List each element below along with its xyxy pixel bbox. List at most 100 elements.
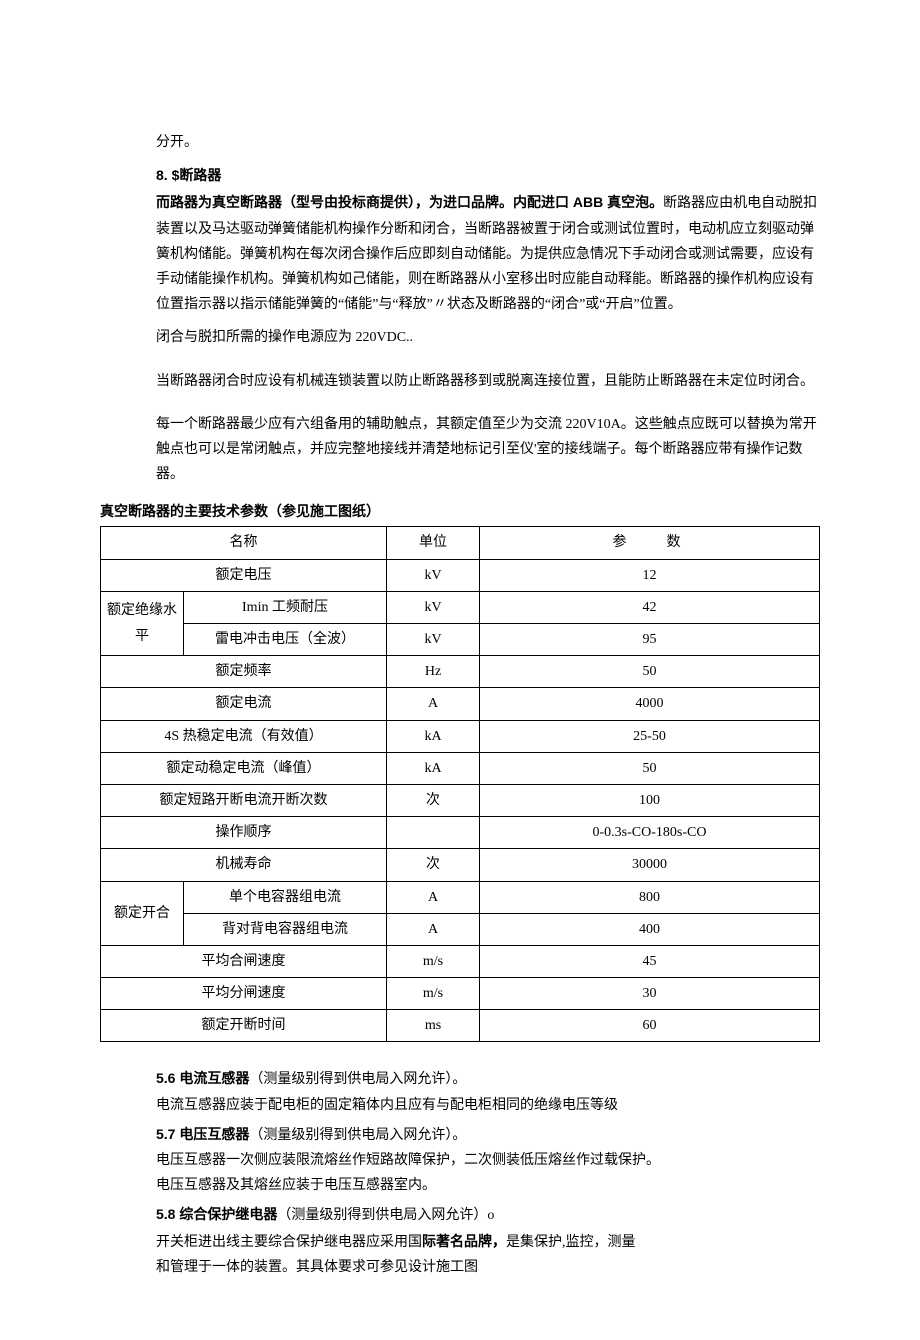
row-value: 12 <box>480 559 820 591</box>
row-unit: A <box>387 913 480 945</box>
s56-title: 5.6 电流互感器 <box>156 1070 249 1086</box>
row-name: 额定电流 <box>101 688 387 720</box>
table-row: 雷电冲击电压（全波）kV95 <box>101 624 820 656</box>
row-unit: kV <box>387 559 480 591</box>
section-5-8: 5.8 综合保护继电器（测量级别得到供电局入网允许）o 开关柜进出线主要综合保护… <box>156 1202 820 1280</box>
section-5-7: 5.7 电压互感器（测量级别得到供电局入网允许）。 电压互感器一次侧应装限流熔丝… <box>156 1122 820 1199</box>
lower-sections: 5.6 电流互感器（测量级别得到供电局入网允许）。 电流互感器应装于配电柜的固定… <box>100 1066 820 1280</box>
row-name: 雷电冲击电压（全波） <box>184 624 387 656</box>
s57-body2: 电压互感器及其熔丝应装于电压互感器室内。 <box>156 1173 820 1198</box>
s58-body1-post: 是集保护,监控，测量 <box>506 1235 636 1250</box>
header-unit: 单位 <box>387 527 480 559</box>
row-value: 60 <box>480 1010 820 1042</box>
section-8-p3: 当断路器闭合时应设有机械连锁装置以防止断路器移到或脱离连接位置，且能防止断路器在… <box>156 369 820 394</box>
row-unit: 次 <box>387 849 480 881</box>
row-value: 100 <box>480 784 820 816</box>
row-value: 0-0.3s-CO-180s-CO <box>480 817 820 849</box>
row-unit: A <box>387 881 480 913</box>
section-8-p1: 而路器为真空断路器（型号由投标商提供），为进口品牌。内配进口 ABB 真空泡。断… <box>156 190 820 317</box>
row-unit: m/s <box>387 978 480 1010</box>
document-page: 分开。 8. $断路器 而路器为真空断路器（型号由投标商提供），为进口品牌。内配… <box>0 0 920 1340</box>
row-name: 机械寿命 <box>101 849 387 881</box>
header-name: 名称 <box>101 527 387 559</box>
row-name: 额定开断时间 <box>101 1010 387 1042</box>
table-row: 额定动稳定电流（峰值）kA50 <box>101 752 820 784</box>
table-row: 额定绝缘水平Imin 工频耐压kV42 <box>101 591 820 623</box>
row-value: 30 <box>480 978 820 1010</box>
s58-body1-pre: 开关柜进出线主要综合保护继电器应采用国 <box>156 1235 422 1250</box>
intro-fragment-block: 分开。 <box>100 130 820 155</box>
row-name: 额定动稳定电流（峰值） <box>101 752 387 784</box>
row-unit: A <box>387 688 480 720</box>
section-8: 8. $断路器 而路器为真空断路器（型号由投标商提供），为进口品牌。内配进口 A… <box>100 163 820 487</box>
section-8-p1-rest: 断路器应由机电自动脱扣装置以及马达驱动弹簧储能机构操作分断和闭合，当断路器被置于… <box>156 196 817 312</box>
row-value: 25-50 <box>480 720 820 752</box>
row-unit: kA <box>387 720 480 752</box>
row-name: 额定短路开断电流开断次数 <box>101 784 387 816</box>
table-row: 额定电压kV12 <box>101 559 820 591</box>
table-row: 机械寿命次30000 <box>101 849 820 881</box>
table-header-row: 名称 单位 参数 <box>101 527 820 559</box>
section-8-p1-lead: 而路器为真空断路器（型号由投标商提供），为进口品牌。内配进口 ABB 真空泡。 <box>156 194 663 210</box>
row-group: 额定绝缘水平 <box>101 591 184 655</box>
row-name: 单个电容器组电流 <box>184 881 387 913</box>
table-row: 额定开合单个电容器组电流A800 <box>101 881 820 913</box>
row-unit: m/s <box>387 945 480 977</box>
row-value: 95 <box>480 624 820 656</box>
row-name: 平均合闸速度 <box>101 945 387 977</box>
row-unit: kV <box>387 591 480 623</box>
table-row: 额定短路开断电流开断次数次100 <box>101 784 820 816</box>
header-value: 参数 <box>480 527 820 559</box>
table-body: 额定电压kV12额定绝缘水平Imin 工频耐压kV42雷电冲击电压（全波）kV9… <box>101 559 820 1042</box>
s56-tail: （测量级别得到供电局入网允许）。 <box>249 1072 466 1087</box>
table-row: 4S 热稳定电流（有效值）kA25-50 <box>101 720 820 752</box>
row-value: 45 <box>480 945 820 977</box>
s58-body1: 开关柜进出线主要综合保护继电器应采用国际著名品牌，是集保护,监控，测量 <box>156 1229 820 1255</box>
row-name: Imin 工频耐压 <box>184 591 387 623</box>
s57-title-bold: 互感器 <box>207 1126 249 1142</box>
row-unit: ms <box>387 1010 480 1042</box>
s57-tail: （测量级别得到供电局入网允许）。 <box>249 1128 466 1143</box>
row-name: 额定频率 <box>101 656 387 688</box>
section-8-p2: 闭合与脱扣所需的操作电源应为 220VDC.. <box>156 325 820 350</box>
row-name: 平均分闸速度 <box>101 978 387 1010</box>
row-value: 42 <box>480 591 820 623</box>
row-name: 4S 热稳定电流（有效值） <box>101 720 387 752</box>
row-name: 背对背电容器组电流 <box>184 913 387 945</box>
row-value: 4000 <box>480 688 820 720</box>
row-group: 额定开合 <box>101 881 184 945</box>
table-block: 真空断路器的主要技术参数（参见施工图纸） 名称 单位 参数 额定电压kV12额定… <box>100 499 820 1042</box>
section-5-6: 5.6 电流互感器（测量级别得到供电局入网允许）。 电流互感器应装于配电柜的固定… <box>156 1066 820 1117</box>
row-value: 50 <box>480 752 820 784</box>
table-row: 操作顺序 0-0.3s-CO-180s-CO <box>101 817 820 849</box>
table-caption: 真空断路器的主要技术参数（参见施工图纸） <box>100 499 820 524</box>
table-row: 额定频率Hz50 <box>101 656 820 688</box>
row-value: 50 <box>480 656 820 688</box>
s57-number: 5.7 电压 <box>156 1126 207 1142</box>
table-row: 平均分闸速度m/s30 <box>101 978 820 1010</box>
section-8-title: 断路器 <box>179 167 221 183</box>
table-row: 背对背电容器组电流A400 <box>101 913 820 945</box>
section-8-p4: 每一个断路器最少应有六组备用的辅助触点，其额定值至少为交流 220V10A。这些… <box>156 412 820 488</box>
section-8-heading: 8. $断路器 <box>156 163 820 188</box>
row-unit: kV <box>387 624 480 656</box>
s57-body1: 电压互感器一次侧应装限流熔丝作短路故障保护，二次侧装低压熔丝作过载保护。 <box>156 1148 820 1173</box>
table-row: 额定电流A4000 <box>101 688 820 720</box>
params-table: 名称 单位 参数 额定电压kV12额定绝缘水平Imin 工频耐压kV42雷电冲击… <box>100 526 820 1042</box>
row-unit: Hz <box>387 656 480 688</box>
row-name: 操作顺序 <box>101 817 387 849</box>
s58-body1-bold: 际著名品牌， <box>422 1233 506 1249</box>
s58-tail: （测量级别得到供电局入网允许）o <box>277 1208 494 1223</box>
s56-body: 电流互感器应装于配电柜的固定箱体内且应有与配电柜相同的绝缘电压等级 <box>156 1093 820 1118</box>
row-value: 800 <box>480 881 820 913</box>
row-value: 30000 <box>480 849 820 881</box>
section-8-number: 8. $ <box>156 167 179 183</box>
intro-fragment: 分开。 <box>156 130 820 155</box>
row-value: 400 <box>480 913 820 945</box>
table-row: 额定开断时间ms60 <box>101 1010 820 1042</box>
s58-body2: 和管理于一体的装置。其具体要求可参见设计施工图 <box>156 1255 820 1280</box>
row-unit: kA <box>387 752 480 784</box>
row-name: 额定电压 <box>101 559 387 591</box>
row-unit: 次 <box>387 784 480 816</box>
s58-title: 5.8 综合保护继电器 <box>156 1206 277 1222</box>
